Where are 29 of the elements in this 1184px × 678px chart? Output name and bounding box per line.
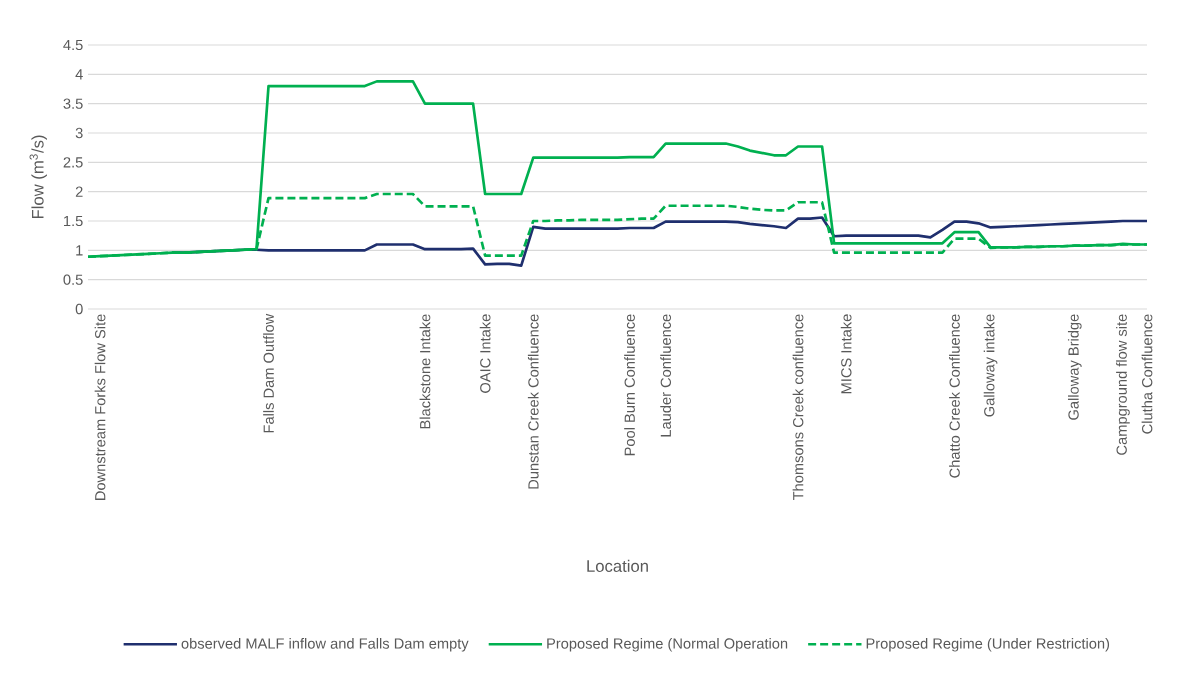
x-tick-label: Campground flow site [1116,314,1130,455]
y-tick-label: 0 [75,303,83,315]
x-tick-label: Downstream Forks Flow Site [94,314,106,500]
y-axis-title: Flow (m$^{3}$/s) [29,135,47,219]
y-tick-label: 2.5 [63,157,83,168]
y-tick-label: 1 [76,245,83,256]
y-tick-label: 3.5 [63,98,83,109]
x-tick-label: MICS Intake [840,314,852,394]
x-axis-title: Location [587,559,648,572]
y-tick-label: 4.5 [63,39,83,51]
legend-label: Proposed Regime (Normal Operation [547,637,788,652]
x-tick-label: Blackstone Intake [419,314,431,429]
y-tick-label: 3 [75,127,83,139]
y-tick-label: 0.5 [63,274,83,285]
x-tick-label: Pool Burn Confluence [624,314,635,456]
x-tick-label: OAIC Intake [479,314,491,393]
x-tick-label: Thomsons Creek confluence [792,314,804,501]
x-tick-label: Lauder Confluence [660,314,672,437]
x-tick-label: Clutha Confluence [1141,314,1153,434]
x-tick-label: Dunstan Creek Confluence [527,314,539,489]
y-tick-label: 2 [75,186,83,197]
x-tick-label: Falls Dam Outflow [263,313,274,433]
y-tick-label: 4 [75,69,83,80]
legend-label: Proposed Regime (Under Restriction) [866,637,1110,652]
y-tick-label: 1.5 [64,215,83,227]
x-tick-label: Galloway intake [983,314,998,417]
x-tick-label: Chatto Creek Confluence [949,314,960,478]
legend-label: observed MALF inflow and Falls Dam empty [181,637,469,652]
x-tick-label: Galloway Bridge [1067,314,1082,420]
